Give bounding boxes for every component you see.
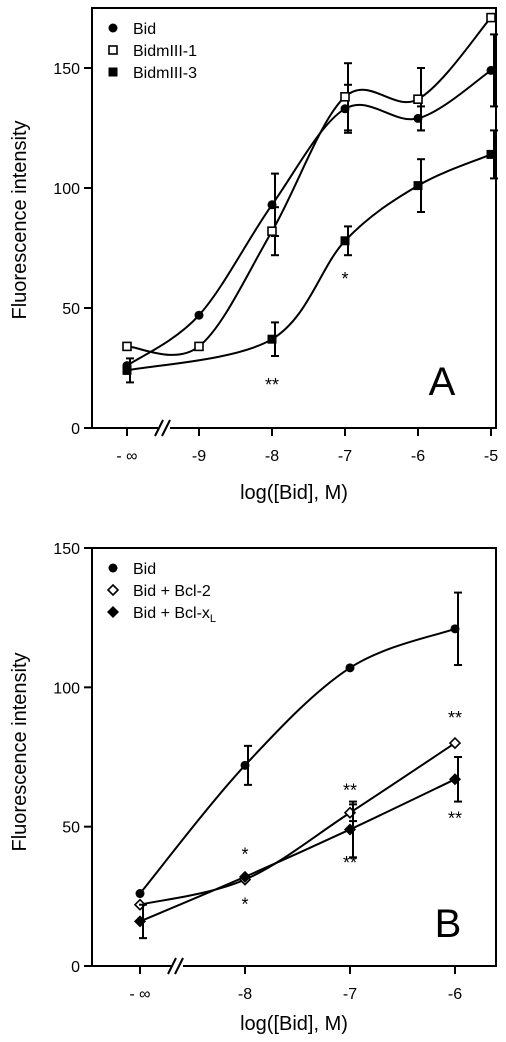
data-point-filled-diamond-legend-2	[107, 606, 119, 618]
y-tick-label: 100	[53, 181, 80, 198]
legend-label-2: Bid + Bcl-2	[133, 583, 211, 600]
legend-label-2: BidmIII-1	[133, 43, 197, 60]
y-tick-label: 150	[53, 541, 80, 558]
x-tick-label: - ∞	[129, 986, 150, 1003]
y-tick-label: 150	[53, 61, 80, 78]
data-point-open-diamond-legend-1	[106, 583, 120, 597]
legend-label-3: Bid + Bcl-xL	[133, 605, 216, 625]
plot-frame	[91, 7, 497, 429]
significance-marker: **	[448, 708, 462, 728]
data-point-open-square-1-0	[122, 341, 132, 352]
y-tick-label: 0	[71, 421, 80, 438]
series-line-1	[139, 627, 456, 895]
axis-break-mark	[154, 419, 164, 437]
data-point-open-square-1-1	[194, 341, 204, 352]
significance-marker: *	[241, 845, 248, 865]
data-point-filled-square-2-0	[122, 365, 132, 375]
data-point-filled-circle-0-3	[450, 624, 460, 634]
data-point-filled-circle-0-5	[486, 65, 496, 75]
x-tick-label: -6	[448, 986, 462, 1003]
data-point-filled-circle-0-0	[135, 889, 145, 899]
plot-frame	[91, 547, 497, 967]
data-point-open-square-1-2	[267, 226, 277, 236]
data-point-filled-circle-0-1	[194, 310, 204, 320]
y-tick-label: 0	[71, 959, 80, 976]
data-point-filled-circle-legend-0	[108, 23, 118, 33]
data-point-filled-diamond-2-3	[449, 773, 461, 786]
significance-marker: *	[241, 895, 248, 915]
data-point-filled-square-legend-2	[108, 67, 118, 77]
y-tick-label: 50	[62, 820, 80, 837]
significance-marker: **	[343, 780, 357, 800]
data-point-open-square-1-4	[413, 94, 423, 104]
series-line-2	[139, 742, 456, 906]
axis-break-mark	[161, 419, 171, 437]
data-point-open-square-1-3	[340, 92, 350, 102]
x-tick-label: -7	[343, 986, 357, 1003]
data-point-filled-diamond-2-2	[344, 823, 356, 836]
data-point-filled-circle-legend-0	[108, 563, 118, 573]
data-point-filled-circle-0-2	[345, 663, 355, 673]
legend-label-3: BidmIII-3	[133, 65, 197, 82]
y-tick-label: 100	[53, 680, 80, 697]
panel-a-chart: 0 50 100 150 - ∞ -9 -8 -7 -6 -5 Fluorescence inten…	[9, 7, 498, 504]
x-tick-label: -8	[238, 986, 252, 1003]
data-point-filled-circle-0-1	[240, 760, 250, 770]
legend-label-1: Bid	[133, 21, 156, 38]
data-point-filled-square-2-4	[413, 181, 423, 191]
x-tick-label: -8	[265, 448, 279, 465]
x-tick-label: - ∞	[116, 448, 137, 465]
series-line-3	[139, 778, 456, 923]
data-point-filled-square-2-5	[486, 149, 496, 159]
series-line-3	[126, 153, 492, 372]
x-axis-title: log([Bid], M)	[240, 1013, 348, 1035]
data-point-filled-square-2-3	[340, 236, 350, 246]
series-line-1	[126, 69, 492, 367]
x-tick-label: -6	[411, 448, 425, 465]
y-axis-title: Fluorescence intensity	[9, 121, 31, 320]
y-tick-label: 50	[62, 301, 80, 318]
x-tick-label: -7	[338, 448, 352, 465]
x-tick-label: -9	[192, 448, 206, 465]
significance-marker: **	[265, 375, 279, 395]
data-point-open-diamond-1-3	[448, 736, 462, 750]
significance-marker: **	[343, 853, 357, 873]
data-point-open-square-legend-1	[108, 45, 118, 55]
data-point-filled-diamond-2-0	[134, 915, 146, 928]
data-point-filled-square-2-2	[267, 334, 277, 344]
data-point-filled-diamond-2-1	[239, 870, 251, 883]
panel-label: B	[435, 902, 462, 946]
panel-label: A	[429, 360, 456, 404]
data-point-open-square-1-5	[486, 12, 496, 23]
y-axis-title: Fluorescence intensity	[9, 653, 31, 852]
significance-marker: *	[341, 269, 348, 289]
x-axis-title: log([Bid], M)	[240, 482, 348, 504]
legend-label-1: Bid	[133, 561, 156, 578]
panel-b-chart: 0 50 100 150 - ∞ -8 -7 -6 Fluorescence intensity…	[9, 541, 497, 1035]
significance-marker: **	[448, 808, 462, 828]
axis-break-mark	[167, 957, 177, 975]
x-tick-label: -5	[484, 448, 498, 465]
axis-break-mark	[174, 957, 184, 975]
